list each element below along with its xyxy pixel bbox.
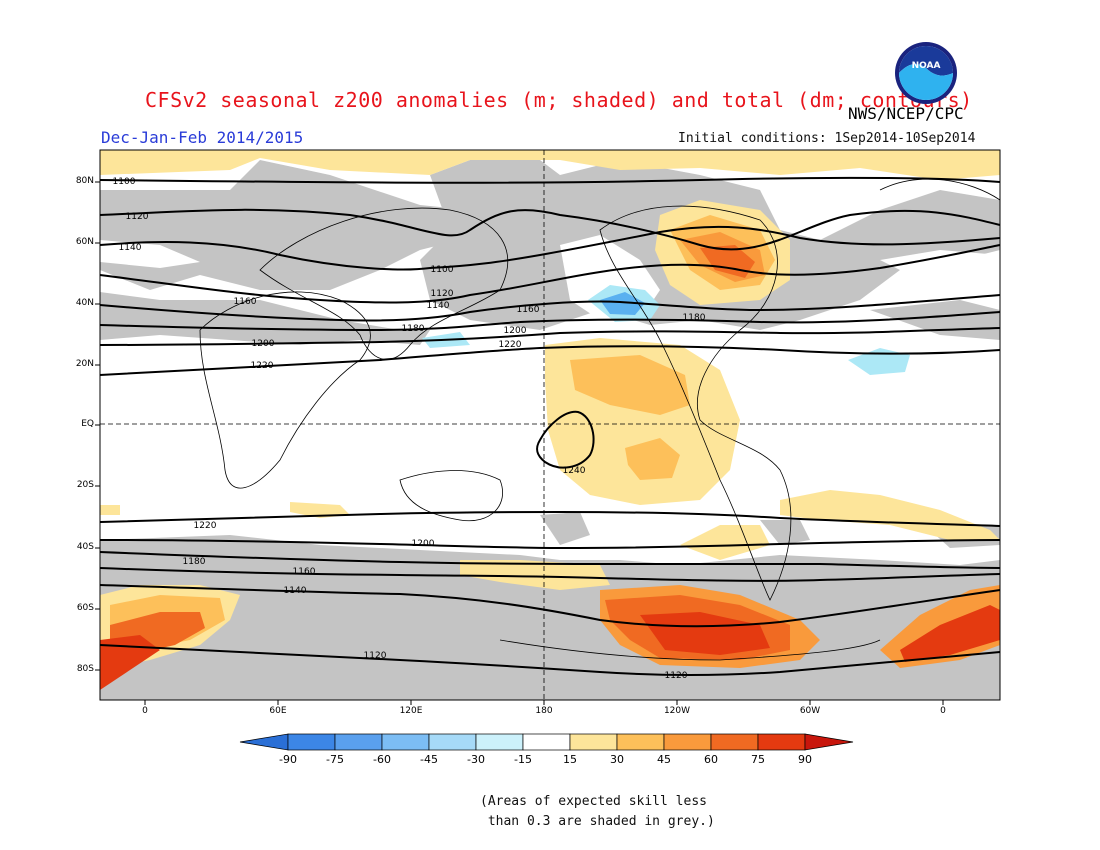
colorbar: [239, 733, 854, 751]
colorbar-arrow-left: [239, 733, 289, 751]
initial-conditions-label: Initial conditions: 1Sep2014-10Sep2014: [678, 131, 976, 146]
colorbar-label: 15: [563, 753, 577, 766]
agency-label: NWS/NCEP/CPC: [848, 104, 964, 123]
colorbar-label: 30: [610, 753, 624, 766]
contour-label: 1180: [402, 324, 425, 334]
contour-label: 1120: [126, 212, 149, 222]
lon-label: 0: [142, 706, 148, 716]
contour-label: 1120: [665, 671, 688, 681]
lon-label: 180: [535, 706, 553, 716]
lat-label: 20N: [75, 359, 94, 369]
colorbar-label: -30: [467, 753, 485, 766]
contour-label: 1160: [234, 297, 257, 307]
contour-label: 1220: [194, 521, 217, 531]
colorbar-segment: [616, 733, 665, 751]
colorbar-segment: [710, 733, 759, 751]
lon-label: 60W: [799, 706, 821, 716]
colorbar-segment: [428, 733, 477, 751]
lat-label: 20S: [76, 480, 94, 490]
contour-label: 1200: [412, 539, 435, 549]
contour-label: 1180: [683, 313, 706, 323]
contour-label: 1140: [427, 301, 450, 311]
noaa-logo-text: NOAA: [912, 61, 941, 71]
colorbar-segment: [287, 733, 336, 751]
lat-label: 80S: [76, 664, 94, 674]
contour-label: 1100: [113, 177, 136, 187]
contour-label: 1160: [517, 305, 540, 315]
positive-anomaly-regions: [100, 150, 1000, 690]
lon-label: 60E: [269, 706, 287, 716]
lat-label: 60N: [75, 237, 94, 247]
colorbar-segment: [757, 733, 806, 751]
noaa-logo-icon: NOAA: [895, 42, 957, 104]
contour-label: 1220: [251, 361, 274, 371]
colorbar-label: -75: [326, 753, 344, 766]
colorbar-label: 45: [657, 753, 671, 766]
skill-note-line2: than 0.3 are shaded in grey.): [480, 814, 715, 829]
season-label: Dec-Jan-Feb 2014/2015: [101, 128, 304, 147]
contour-label: 1240: [563, 466, 586, 476]
axis-ticks: [95, 181, 944, 705]
contour-labels: 1100 1120 1140 1160 1180 1200 1220 1240 …: [113, 177, 706, 681]
contour-label: 1200: [252, 339, 275, 349]
colorbar-segment: [381, 733, 430, 751]
map-frame: [99, 149, 1001, 701]
colorbar-label: 90: [798, 753, 812, 766]
lat-label: 40N: [75, 298, 94, 308]
map-title: CFSv2 seasonal z200 anomalies (m; shaded…: [145, 88, 973, 112]
colorbar-label: -60: [373, 753, 391, 766]
colorbar-label: -45: [420, 753, 438, 766]
colorbar-arrow-right: [804, 733, 854, 751]
skill-note: (Areas of expected skill less than 0.3 a…: [480, 792, 715, 832]
contour-label: 1100: [431, 265, 454, 275]
colorbar-label: -15: [514, 753, 532, 766]
contour-label: 1140: [284, 586, 307, 596]
colorbar-segment: [475, 733, 524, 751]
negative-anomaly-regions: [422, 285, 910, 375]
contour-label: 1200: [504, 326, 527, 336]
colorbar-label: -90: [279, 753, 297, 766]
lat-label: EQ: [81, 419, 94, 429]
skill-note-line1: (Areas of expected skill less: [480, 794, 707, 809]
colorbar-segment: [334, 733, 383, 751]
contour-label: 1140: [119, 243, 142, 253]
lat-label: 80N: [75, 176, 94, 186]
lat-label: 60S: [76, 603, 94, 613]
colorbar-segment: [663, 733, 712, 751]
contour-label: 1220: [499, 340, 522, 350]
lon-label: 0: [940, 706, 946, 716]
lon-label: 120E: [399, 706, 423, 716]
colorbar-label: 60: [704, 753, 718, 766]
contour-label: 1180: [183, 557, 206, 567]
colorbar-label: 75: [751, 753, 765, 766]
contour-label: 1120: [431, 289, 454, 299]
total-height-contours: [99, 176, 1001, 676]
colorbar-segment: [522, 733, 571, 751]
lat-label: 40S: [76, 542, 94, 552]
coastlines: [199, 178, 1001, 661]
colorbar-segment: [569, 733, 618, 751]
lon-label: 120W: [663, 706, 691, 716]
contour-label: 1160: [293, 567, 316, 577]
contour-label: 1120: [364, 651, 387, 661]
